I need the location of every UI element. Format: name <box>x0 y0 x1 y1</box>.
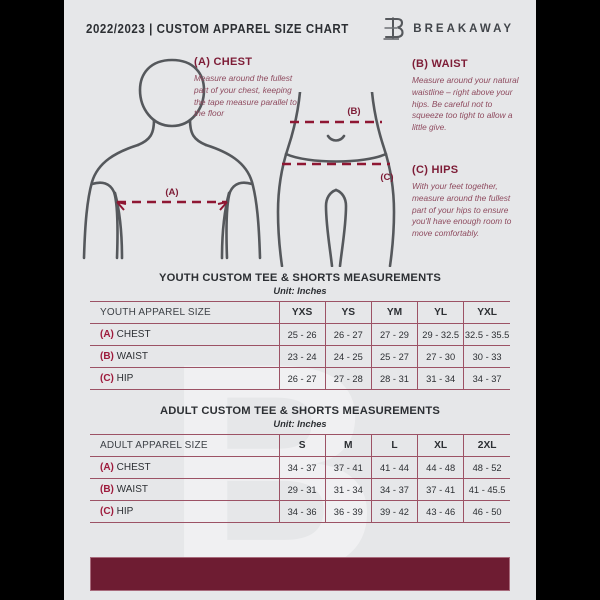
table-row: (A) CHEST 25 - 26 26 - 27 27 - 29 29 - 3… <box>90 323 510 346</box>
adult-r1-c1: 31 - 34 <box>324 478 372 501</box>
adult-size-table: ADULT APPAREL SIZE S M L XL 2XL (A) CHES… <box>90 434 510 523</box>
row-tag: (C) <box>100 506 114 517</box>
brand-name: BREAKAWAY <box>413 23 514 35</box>
adult-col-2: L <box>370 434 418 457</box>
youth-r0-c0: 25 - 26 <box>278 323 326 346</box>
chest-measure-line <box>116 200 228 211</box>
adult-col-1: M <box>324 434 372 457</box>
lower-body-silhouette-icon: (B) (C) <box>276 92 396 267</box>
adult-r0-c3: 44 - 48 <box>417 456 464 479</box>
measurement-diagram: (A) (B) (C) (A) CHEST <box>64 52 536 267</box>
youth-r2-c3: 31 - 34 <box>417 367 464 390</box>
adult-r1-c2: 34 - 37 <box>370 478 418 501</box>
waist-measure-label: (B) <box>347 106 360 117</box>
youth-r1-c2: 25 - 27 <box>370 345 418 368</box>
hip-measure-label: (C) <box>380 172 393 183</box>
adult-r1-c0: 29 - 31 <box>278 478 326 501</box>
table-row: (A) CHEST 34 - 37 37 - 41 41 - 44 44 - 4… <box>90 456 510 479</box>
adult-table-block: ADULT CUSTOM TEE & SHORTS MEASUREMENTS U… <box>90 405 510 523</box>
youth-table-title: YOUTH CUSTOM TEE & SHORTS MEASUREMENTS <box>158 272 442 284</box>
page-header: 2022/2023 | CUSTOM APPAREL SIZE CHART BR… <box>64 0 536 58</box>
youth-r2-c4: 34 - 37 <box>463 367 510 390</box>
youth-r0-c1: 26 - 27 <box>324 323 372 346</box>
youth-row-2-label: (C) HIP <box>90 367 279 390</box>
row-label: HIP <box>116 373 134 384</box>
row-tag: (B) <box>100 351 114 362</box>
youth-r1-c3: 27 - 30 <box>417 345 464 368</box>
brand-lockup: BREAKAWAY <box>382 16 514 42</box>
callout-chest-heading: (A) CHEST <box>194 56 253 68</box>
row-label: CHEST <box>116 462 151 473</box>
youth-row-0-label: (A) CHEST <box>90 323 279 346</box>
callout-waist-heading: (B) WAIST <box>412 58 468 70</box>
youth-r1-c1: 24 - 25 <box>324 345 372 368</box>
table-header-row: YOUTH APPAREL SIZE YXS YS YM YL YXL <box>90 301 510 324</box>
adult-r0-c4: 48 - 52 <box>463 456 510 479</box>
adult-r2-c0: 34 - 36 <box>278 500 326 523</box>
youth-col-0: YXS <box>278 301 326 324</box>
youth-r1-c4: 30 - 33 <box>463 345 510 368</box>
callout-hips-heading: (C) HIPS <box>412 164 459 176</box>
adult-r2-c1: 36 - 39 <box>324 500 372 523</box>
youth-col-2: YM <box>370 301 418 324</box>
callout-chest-body: Measure around the fullest part of your … <box>194 73 297 119</box>
youth-header-label: YOUTH APPAREL SIZE <box>90 301 279 324</box>
callout-chest: (A) CHEST Measure around the fullest par… <box>194 56 304 120</box>
adult-r2-c4: 46 - 50 <box>463 500 510 523</box>
adult-col-4: 2XL <box>463 434 510 457</box>
youth-r1-c0: 23 - 24 <box>278 345 326 368</box>
adult-r0-c1: 37 - 41 <box>324 456 372 479</box>
adult-r1-c3: 37 - 41 <box>417 478 464 501</box>
adult-r0-c2: 41 - 44 <box>370 456 418 479</box>
youth-r2-c1: 27 - 28 <box>324 367 372 390</box>
callout-waist: (B) WAIST Measure around your natural wa… <box>412 58 522 134</box>
adult-row-1-label: (B) WAIST <box>90 478 279 501</box>
table-row: (B) WAIST 29 - 31 31 - 34 34 - 37 37 - 4… <box>90 478 510 501</box>
adult-r2-c2: 39 - 42 <box>370 500 418 523</box>
row-label: WAIST <box>116 484 148 495</box>
table-header-row: ADULT APPAREL SIZE S M L XL 2XL <box>90 434 510 457</box>
size-chart-page: B 2022/2023 | CUSTOM APPAREL SIZE CHART … <box>64 0 536 600</box>
youth-r2-c0: 26 - 27 <box>278 367 326 390</box>
callout-waist-body: Measure around your natural waistline – … <box>412 75 519 133</box>
row-tag: (B) <box>100 484 114 495</box>
page-title: 2022/2023 | CUSTOM APPAREL SIZE CHART <box>86 22 349 36</box>
youth-table-block: YOUTH CUSTOM TEE & SHORTS MEASUREMENTS U… <box>90 272 510 390</box>
upper-body-silhouette-icon: (A) <box>82 58 262 260</box>
row-label: HIP <box>116 506 134 517</box>
callout-hips-body: With your feet together, measure around … <box>412 181 512 239</box>
footer-banner-bar <box>90 557 510 591</box>
row-label: WAIST <box>116 351 148 362</box>
adult-col-0: S <box>278 434 326 457</box>
breakaway-b-monogram-icon <box>383 17 404 40</box>
row-tag: (A) <box>100 329 114 340</box>
youth-table-unit: Unit: Inches <box>273 286 327 296</box>
adult-table-title: ADULT CUSTOM TEE & SHORTS MEASUREMENTS <box>159 405 441 417</box>
callout-hips: (C) HIPS With your feet together, measur… <box>412 164 524 240</box>
adult-col-3: XL <box>417 434 464 457</box>
youth-r2-c2: 28 - 31 <box>370 367 418 390</box>
row-tag: (A) <box>100 462 114 473</box>
chest-measure-label: (A) <box>165 187 178 198</box>
youth-r0-c4: 32.5 - 35.5 <box>463 323 510 346</box>
adult-r0-c0: 34 - 37 <box>278 456 326 479</box>
adult-table-unit: Unit: Inches <box>273 419 327 429</box>
adult-row-2-label: (C) HIP <box>90 500 279 523</box>
youth-col-4: YXL <box>463 301 510 324</box>
table-row: (C) HIP 26 - 27 27 - 28 28 - 31 31 - 34 … <box>90 367 510 390</box>
youth-col-1: YS <box>324 301 372 324</box>
adult-r1-c4: 41 - 45.5 <box>463 478 510 501</box>
adult-row-0-label: (A) CHEST <box>90 456 279 479</box>
adult-r2-c3: 43 - 46 <box>417 500 464 523</box>
youth-row-1-label: (B) WAIST <box>90 345 279 368</box>
youth-r0-c3: 29 - 32.5 <box>417 323 464 346</box>
row-tag: (C) <box>100 373 114 384</box>
youth-size-table: YOUTH APPAREL SIZE YXS YS YM YL YXL (A) … <box>90 301 510 390</box>
table-row: (C) HIP 34 - 36 36 - 39 39 - 42 43 - 46 … <box>90 500 510 523</box>
adult-header-label: ADULT APPAREL SIZE <box>90 434 279 457</box>
youth-r0-c2: 27 - 29 <box>370 323 418 346</box>
table-row: (B) WAIST 23 - 24 24 - 25 25 - 27 27 - 3… <box>90 345 510 368</box>
row-label: CHEST <box>116 329 151 340</box>
youth-col-3: YL <box>417 301 464 324</box>
